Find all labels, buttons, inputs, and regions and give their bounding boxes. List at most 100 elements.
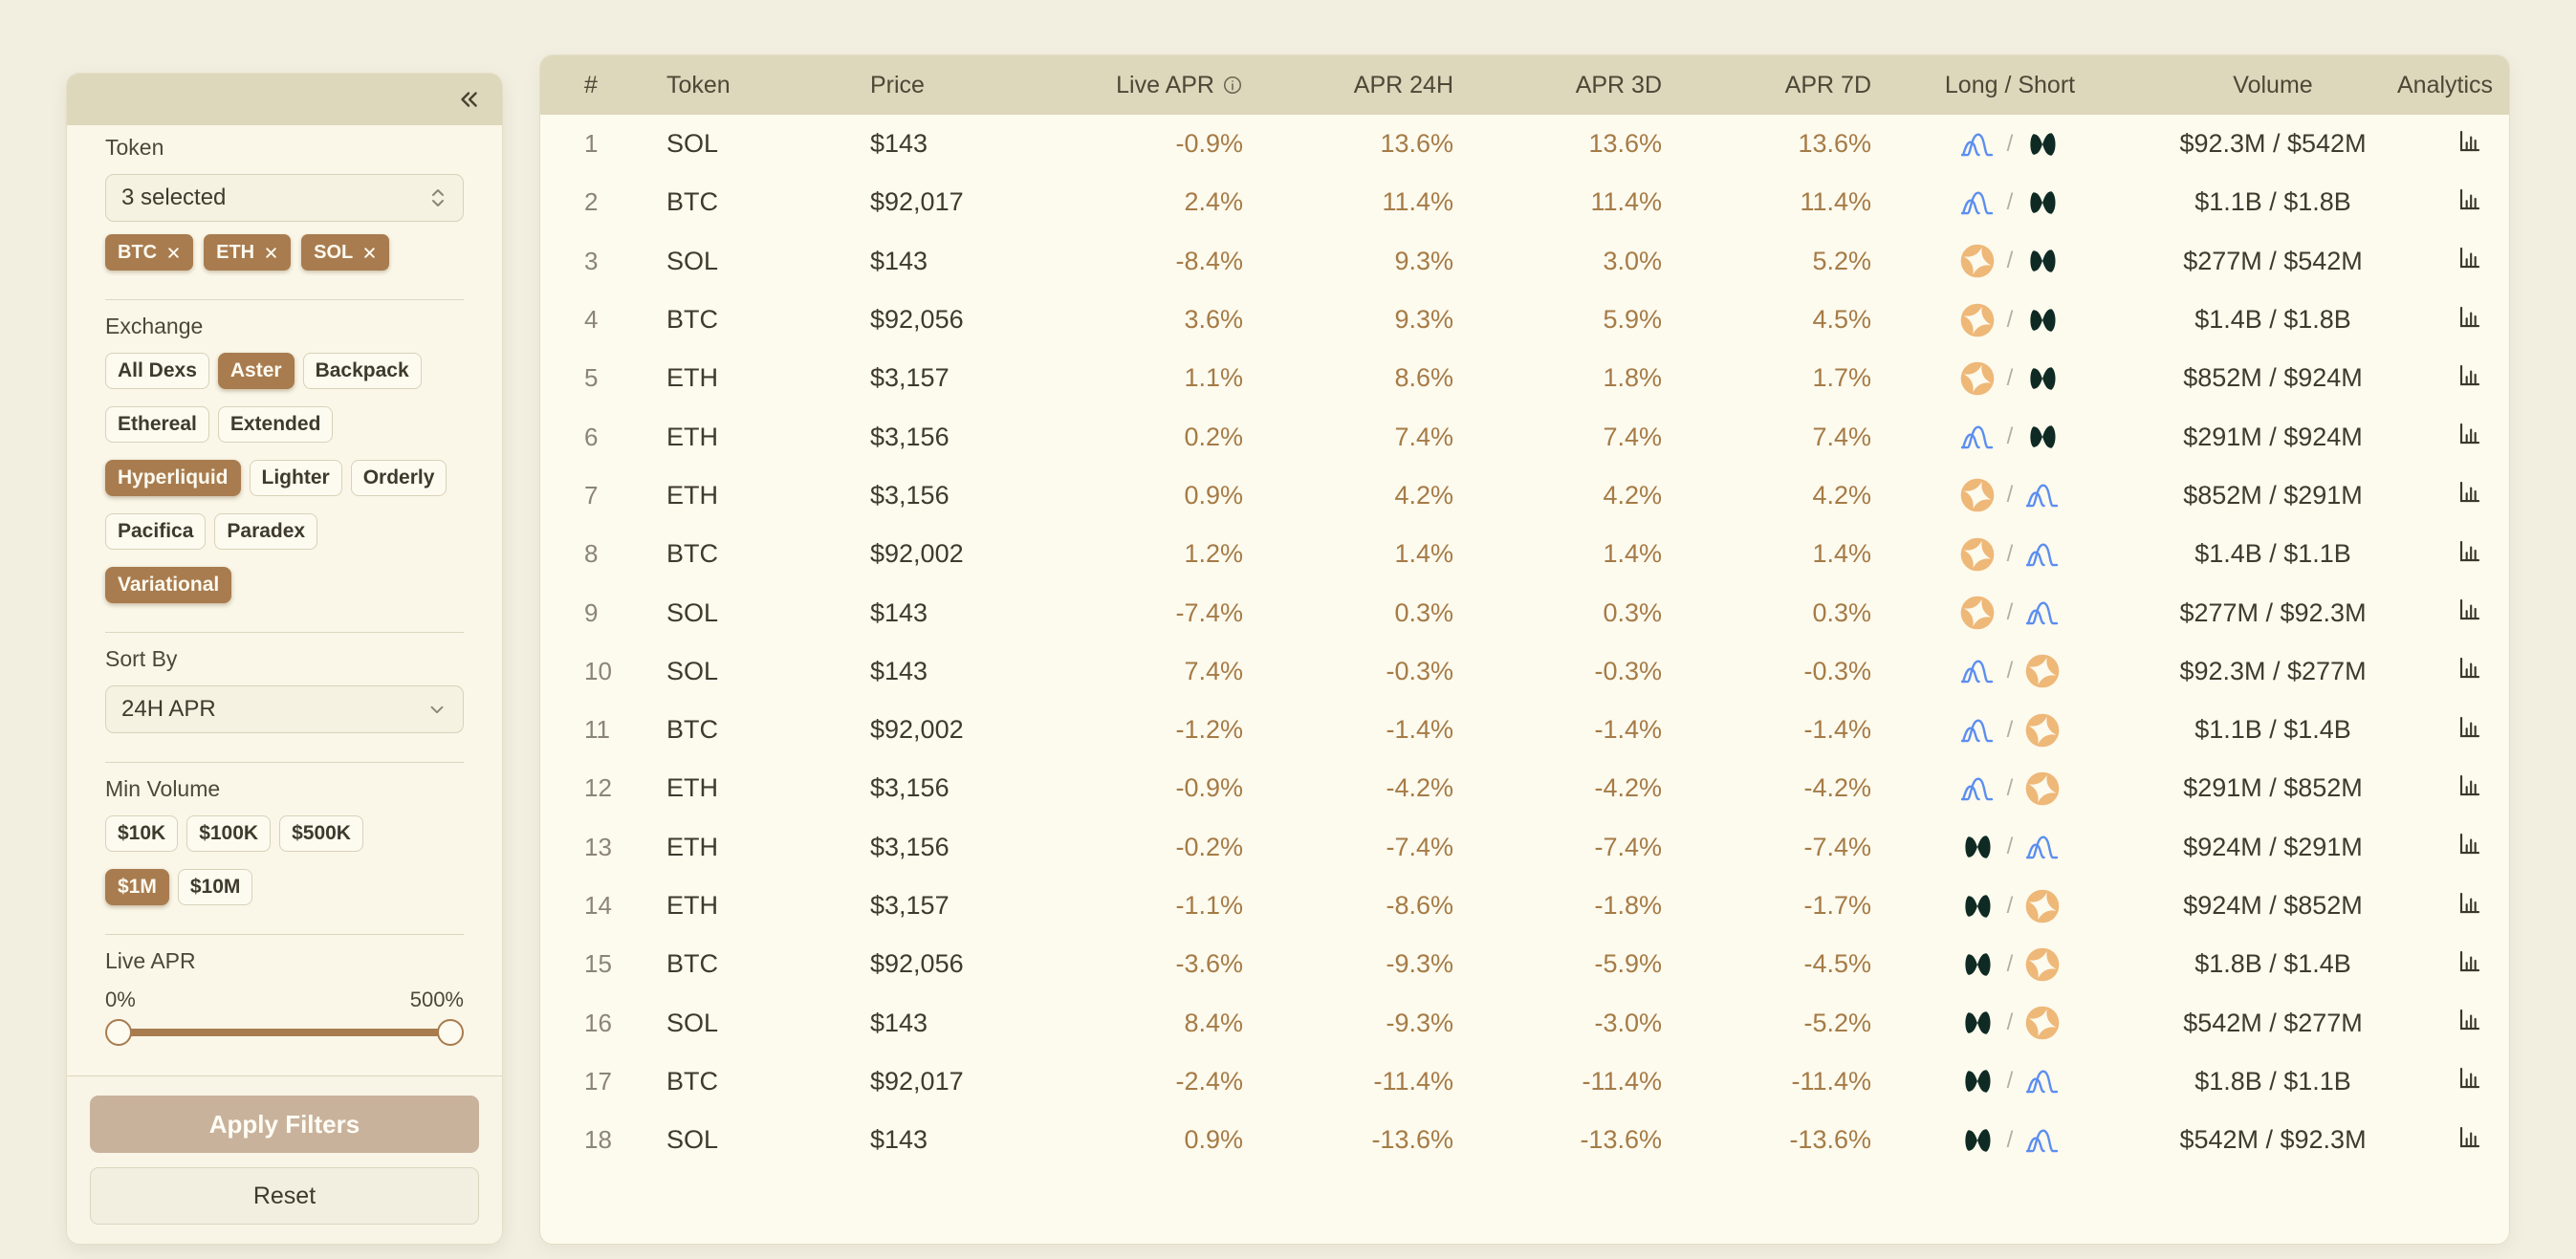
header-apr-7d[interactable]: APR 7D bbox=[1784, 71, 1871, 98]
analytics-button[interactable] bbox=[2456, 362, 2482, 388]
analytics-button[interactable] bbox=[2456, 655, 2482, 681]
token-chip[interactable]: ETH bbox=[204, 234, 292, 271]
long-short-cell: / bbox=[1871, 829, 2149, 865]
slider-handle-min[interactable] bbox=[105, 1019, 132, 1046]
exchange-filter-pill[interactable]: Extended bbox=[217, 406, 334, 443]
exchange-filter-pill[interactable]: Pacifica bbox=[105, 513, 207, 550]
analytics-button[interactable] bbox=[2456, 304, 2482, 330]
exchange-filter-pill[interactable]: Hyperliquid bbox=[105, 460, 241, 496]
long-short-cell: / bbox=[1871, 1063, 2149, 1099]
live-apr-slider[interactable] bbox=[105, 1018, 464, 1047]
exchange-filter-pill[interactable]: Variational bbox=[105, 567, 232, 603]
header-volume[interactable]: Volume bbox=[2233, 71, 2313, 98]
analytics-cell bbox=[2397, 655, 2509, 687]
min-volume-pill[interactable]: $500K bbox=[279, 815, 363, 852]
min-volume-pill[interactable]: $10M bbox=[177, 869, 253, 905]
min-volume-pill[interactable]: $10K bbox=[105, 815, 179, 852]
exchange-filter-pill[interactable]: Ethereal bbox=[105, 406, 209, 443]
live-apr-cell: 3.6% bbox=[1184, 305, 1243, 335]
exchange-filter-pill[interactable]: Backpack bbox=[302, 353, 422, 389]
live-apr-cell: 1.1% bbox=[1184, 363, 1243, 393]
analytics-button[interactable] bbox=[2456, 714, 2482, 740]
analytics-button[interactable] bbox=[2456, 1065, 2482, 1091]
header-long-short[interactable]: Long / Short bbox=[1944, 71, 2076, 98]
analytics-button[interactable] bbox=[2456, 186, 2482, 212]
reset-button[interactable]: Reset bbox=[90, 1167, 479, 1225]
volume-cell: $1.4B / $1.1B bbox=[2194, 539, 2351, 569]
aster-logo-glyph bbox=[1960, 479, 1995, 512]
apr-24h-cell: 4.2% bbox=[1394, 480, 1453, 510]
analytics-button[interactable] bbox=[2456, 831, 2482, 857]
apr-24h-cell: 11.4% bbox=[1382, 187, 1453, 217]
header-apr-3d[interactable]: APR 3D bbox=[1575, 71, 1662, 98]
volume-cell: $852M / $924M bbox=[2183, 363, 2363, 393]
analytics-button[interactable] bbox=[2456, 1007, 2482, 1032]
table-row: 6 ETH $3,156 0.2% 7.4% 7.4% 7.4% / $291M… bbox=[540, 407, 2509, 466]
apr-24h-cell: -9.3% bbox=[1386, 1008, 1453, 1037]
exchange-filter-pill[interactable]: Aster bbox=[217, 353, 295, 389]
analytics-button[interactable] bbox=[2456, 948, 2482, 974]
token-chip[interactable]: SOL bbox=[301, 234, 390, 271]
analytics-button[interactable] bbox=[2456, 421, 2482, 446]
token-chip[interactable]: BTC bbox=[105, 234, 194, 271]
analytics-cell bbox=[2397, 714, 2509, 747]
live-apr-cell: -3.6% bbox=[1175, 949, 1243, 979]
rank-cell: 16 bbox=[584, 1008, 612, 1037]
analytics-button[interactable] bbox=[2456, 597, 2482, 622]
header-live-apr[interactable]: Live APR bbox=[1076, 72, 1243, 99]
collapse-sidebar-button[interactable] bbox=[456, 87, 481, 112]
variational-logo-glyph bbox=[2026, 836, 2059, 859]
aster-icon bbox=[2024, 946, 2061, 983]
hyperliquid-icon bbox=[1959, 946, 1996, 983]
analytics-cell bbox=[2397, 597, 2509, 629]
exchange-filter-pill[interactable]: Paradex bbox=[214, 513, 318, 550]
header-analytics[interactable]: Analytics bbox=[2397, 71, 2494, 98]
analytics-cell bbox=[2397, 1065, 2509, 1097]
exchange-filter-pill[interactable]: Lighter bbox=[249, 460, 342, 496]
header-rank[interactable]: # bbox=[584, 71, 598, 98]
sort-by-select[interactable]: 24H APR bbox=[105, 685, 464, 733]
long-short-cell: / bbox=[1871, 771, 2149, 807]
divider bbox=[105, 762, 464, 763]
min-volume-pill[interactable]: $100K bbox=[186, 815, 272, 852]
apr-3d-cell: -3.0% bbox=[1594, 1008, 1662, 1037]
exchange-filter-pill[interactable]: Orderly bbox=[350, 460, 448, 496]
apr-7d-cell: 5.2% bbox=[1812, 246, 1871, 275]
table-row: 15 BTC $92,056 -3.6% -9.3% -5.9% -4.5% /… bbox=[540, 935, 2509, 993]
analytics-button[interactable] bbox=[2456, 479, 2482, 505]
long-short-separator: / bbox=[2006, 658, 2014, 684]
apply-filters-button[interactable]: Apply Filters bbox=[90, 1096, 479, 1153]
header-apr-24h[interactable]: APR 24H bbox=[1353, 71, 1453, 98]
header-price[interactable]: Price bbox=[870, 71, 925, 98]
info-icon[interactable] bbox=[1222, 75, 1243, 96]
analytics-button[interactable] bbox=[2456, 538, 2482, 564]
price-cell: $3,157 bbox=[870, 363, 950, 393]
apr-7d-cell: -7.4% bbox=[1803, 832, 1871, 861]
analytics-button[interactable] bbox=[2456, 1124, 2482, 1150]
exchange-section: Exchange All Dexs Aster Backpack Ethereal Ex… bbox=[105, 314, 464, 603]
variational-logo-glyph bbox=[1960, 133, 1993, 156]
token-chip-label: ETH bbox=[216, 241, 255, 263]
token-select[interactable]: 3 selected bbox=[105, 174, 464, 222]
analytics-button[interactable] bbox=[2456, 772, 2482, 798]
slider-handle-max[interactable] bbox=[437, 1019, 464, 1046]
live-apr-cell: 0.9% bbox=[1184, 1125, 1243, 1155]
analytics-button[interactable] bbox=[2456, 890, 2482, 916]
header-token[interactable]: Token bbox=[666, 71, 731, 98]
long-short-cell: / bbox=[1871, 126, 2149, 163]
long-short-cell: / bbox=[1871, 243, 2149, 279]
apr-3d-cell: -7.4% bbox=[1594, 832, 1662, 861]
exchange-filter-pill[interactable]: All Dexs bbox=[105, 353, 209, 389]
min-volume-pill[interactable]: $1M bbox=[105, 869, 169, 905]
apr-3d-cell: 11.4% bbox=[1590, 187, 1662, 217]
hyperliquid-logo-glyph bbox=[1965, 1011, 1991, 1034]
hyperliquid-logo-glyph bbox=[2030, 250, 2056, 272]
aster-logo-glyph bbox=[2025, 654, 2060, 688]
apr-7d-cell: -11.4% bbox=[1791, 1066, 1871, 1096]
token-cell: ETH bbox=[666, 891, 718, 920]
table-row: 4 BTC $92,056 3.6% 9.3% 5.9% 4.5% / $1.4… bbox=[540, 291, 2509, 349]
token-cell: SOL bbox=[666, 129, 719, 159]
analytics-button[interactable] bbox=[2456, 245, 2482, 271]
aster-icon bbox=[2024, 1005, 2061, 1041]
analytics-button[interactable] bbox=[2456, 128, 2482, 154]
